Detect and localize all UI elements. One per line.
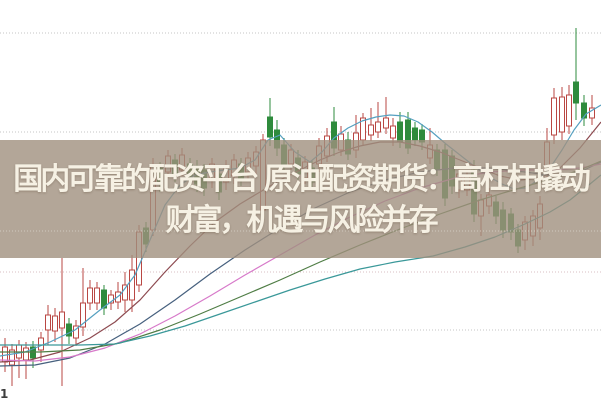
candle-up [551, 97, 557, 136]
candle-up [559, 96, 565, 133]
candle-down [412, 127, 418, 141]
candle-up [45, 314, 51, 331]
candle-up [59, 311, 65, 329]
corner-mark: 1 [0, 387, 9, 401]
candle-down [66, 323, 72, 337]
candle-up [23, 347, 29, 361]
candle-down [397, 121, 403, 143]
candle-up [38, 337, 44, 351]
candle-up [383, 117, 389, 129]
candle-down [573, 81, 579, 104]
candle-up [87, 287, 93, 304]
candle-up [108, 294, 114, 304]
candle-down [581, 102, 587, 119]
candle-up [73, 325, 79, 339]
candle-up [9, 349, 15, 366]
candle-up [122, 284, 128, 301]
candle-down [101, 289, 107, 309]
candle-up [80, 302, 86, 328]
candle-down [267, 116, 273, 138]
candle-up [375, 121, 381, 133]
candle-up [94, 287, 100, 304]
title-overlay-band [0, 140, 601, 258]
candle-up [589, 107, 595, 119]
candle-up [52, 315, 58, 332]
candle-up [390, 125, 396, 139]
candle-up [368, 124, 374, 136]
candle-up [129, 269, 135, 301]
candle-up [566, 94, 572, 127]
